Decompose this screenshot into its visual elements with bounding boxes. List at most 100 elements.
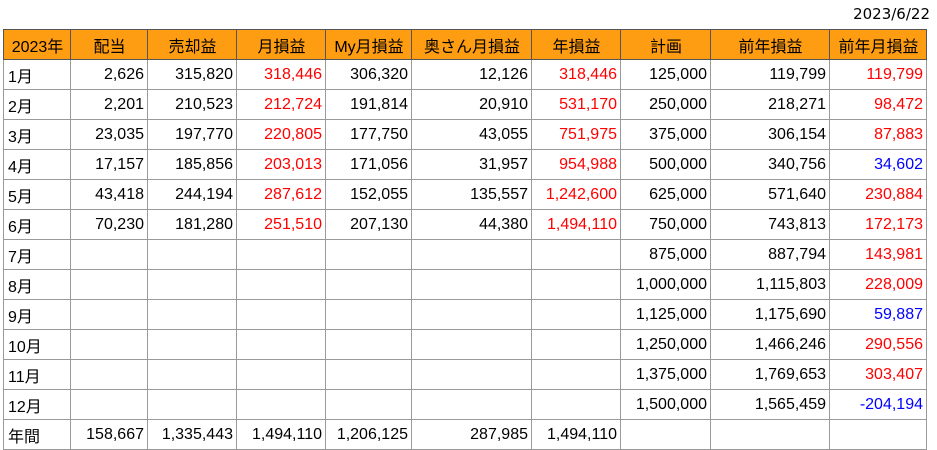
monthly-pl-cell[interactable]: 287,612 [236,179,326,210]
wife-monthly-pl-cell[interactable] [411,239,532,270]
monthly-pl-cell[interactable]: 318,446 [236,59,326,90]
prev-year-monthly-pl-cell[interactable]: 228,009 [829,269,927,300]
row-label-cell[interactable]: 4月 [3,149,71,180]
prev-year-monthly-pl-cell[interactable]: 34,602 [829,149,927,180]
plan-cell[interactable]: 125,000 [620,59,711,90]
prev-year-pl-cell[interactable]: 1,466,246 [710,329,830,360]
annual-pl-cell[interactable] [531,329,621,360]
row-label-cell[interactable]: 12月 [3,389,71,420]
sale-profit-cell[interactable]: 315,820 [147,59,237,90]
annual-pl-cell[interactable]: 1,494,110 [531,209,621,240]
prev-year-monthly-pl-cell[interactable] [829,419,927,450]
my-monthly-pl-cell[interactable] [325,389,412,420]
my-monthly-pl-cell[interactable]: 207,130 [325,209,412,240]
my-monthly-pl-cell[interactable] [325,329,412,360]
row-label-cell[interactable]: 10月 [3,329,71,360]
my-monthly-pl-cell[interactable] [325,359,412,390]
annual-pl-cell[interactable]: 1,494,110 [531,419,621,450]
sale-profit-cell[interactable]: 210,523 [147,89,237,120]
monthly-pl-cell[interactable] [236,269,326,300]
wife-monthly-pl-cell[interactable]: 287,985 [411,419,532,450]
monthly-pl-cell[interactable] [236,239,326,270]
header-monthly-pl[interactable]: 月損益 [236,29,326,60]
plan-cell[interactable] [620,419,711,450]
plan-cell[interactable]: 500,000 [620,149,711,180]
annual-pl-cell[interactable]: 751,975 [531,119,621,150]
dividend-cell[interactable]: 2,626 [70,59,148,90]
dividend-cell[interactable]: 158,667 [70,419,148,450]
annual-pl-cell[interactable]: 318,446 [531,59,621,90]
annual-pl-cell[interactable] [531,239,621,270]
sale-profit-cell[interactable]: 244,194 [147,179,237,210]
prev-year-pl-cell[interactable]: 340,756 [710,149,830,180]
sale-profit-cell[interactable]: 1,335,443 [147,419,237,450]
sale-profit-cell[interactable] [147,299,237,330]
header-sale-profit[interactable]: 売却益 [147,29,237,60]
row-label-cell[interactable]: 3月 [3,119,71,150]
monthly-pl-cell[interactable]: 203,013 [236,149,326,180]
plan-cell[interactable]: 875,000 [620,239,711,270]
my-monthly-pl-cell[interactable]: 152,055 [325,179,412,210]
prev-year-pl-cell[interactable]: 218,271 [710,89,830,120]
monthly-pl-cell[interactable] [236,329,326,360]
sale-profit-cell[interactable]: 181,280 [147,209,237,240]
prev-year-pl-cell[interactable]: 743,813 [710,209,830,240]
prev-year-monthly-pl-cell[interactable]: 230,884 [829,179,927,210]
dividend-cell[interactable]: 2,201 [70,89,148,120]
annual-pl-cell[interactable] [531,359,621,390]
annual-pl-cell[interactable] [531,299,621,330]
plan-cell[interactable]: 1,000,000 [620,269,711,300]
prev-year-monthly-pl-cell[interactable]: 87,883 [829,119,927,150]
my-monthly-pl-cell[interactable]: 177,750 [325,119,412,150]
row-label-cell[interactable]: 7月 [3,239,71,270]
header-annual-pl[interactable]: 年損益 [531,29,621,60]
annual-pl-cell[interactable] [531,269,621,300]
monthly-pl-cell[interactable] [236,359,326,390]
dividend-cell[interactable]: 17,157 [70,149,148,180]
plan-cell[interactable]: 250,000 [620,89,711,120]
annual-pl-cell[interactable] [531,389,621,420]
row-label-cell[interactable]: 11月 [3,359,71,390]
prev-year-pl-cell[interactable]: 1,769,653 [710,359,830,390]
plan-cell[interactable]: 1,250,000 [620,329,711,360]
prev-year-pl-cell[interactable]: 306,154 [710,119,830,150]
wife-monthly-pl-cell[interactable]: 20,910 [411,89,532,120]
prev-year-pl-cell[interactable]: 1,565,459 [710,389,830,420]
wife-monthly-pl-cell[interactable]: 43,055 [411,119,532,150]
annual-pl-cell[interactable]: 531,170 [531,89,621,120]
wife-monthly-pl-cell[interactable] [411,359,532,390]
wife-monthly-pl-cell[interactable] [411,329,532,360]
monthly-pl-cell[interactable] [236,299,326,330]
my-monthly-pl-cell[interactable]: 171,056 [325,149,412,180]
monthly-pl-cell[interactable]: 1,494,110 [236,419,326,450]
dividend-cell[interactable] [70,329,148,360]
row-label-cell[interactable]: 年間 [3,419,71,450]
my-monthly-pl-cell[interactable] [325,269,412,300]
prev-year-monthly-pl-cell[interactable]: 98,472 [829,89,927,120]
sale-profit-cell[interactable] [147,239,237,270]
header-plan[interactable]: 計画 [620,29,711,60]
prev-year-monthly-pl-cell[interactable]: 119,799 [829,59,927,90]
wife-monthly-pl-cell[interactable] [411,299,532,330]
monthly-pl-cell[interactable]: 212,724 [236,89,326,120]
dividend-cell[interactable] [70,239,148,270]
wife-monthly-pl-cell[interactable]: 12,126 [411,59,532,90]
plan-cell[interactable]: 1,500,000 [620,389,711,420]
annual-pl-cell[interactable]: 954,988 [531,149,621,180]
row-label-cell[interactable]: 8月 [3,269,71,300]
prev-year-pl-cell[interactable]: 1,175,690 [710,299,830,330]
wife-monthly-pl-cell[interactable]: 135,557 [411,179,532,210]
prev-year-monthly-pl-cell[interactable]: 59,887 [829,299,927,330]
row-label-cell[interactable]: 1月 [3,59,71,90]
prev-year-pl-cell[interactable] [710,419,830,450]
prev-year-monthly-pl-cell[interactable]: 172,173 [829,209,927,240]
sale-profit-cell[interactable] [147,359,237,390]
prev-year-pl-cell[interactable]: 1,115,803 [710,269,830,300]
header-my-monthly-pl[interactable]: My月損益 [325,29,412,60]
prev-year-pl-cell[interactable]: 571,640 [710,179,830,210]
prev-year-monthly-pl-cell[interactable]: 303,407 [829,359,927,390]
plan-cell[interactable]: 1,125,000 [620,299,711,330]
wife-monthly-pl-cell[interactable] [411,389,532,420]
sale-profit-cell[interactable] [147,389,237,420]
dividend-cell[interactable] [70,359,148,390]
